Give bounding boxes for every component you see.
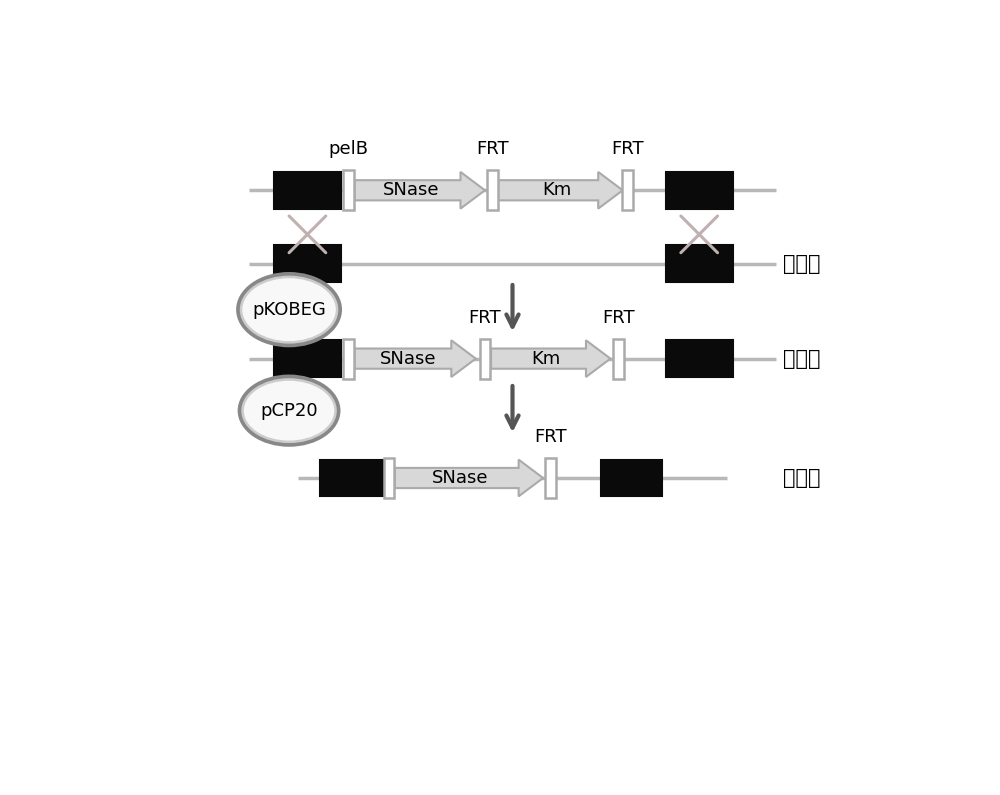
Text: Km: Km bbox=[532, 350, 561, 367]
Text: SNase: SNase bbox=[383, 181, 440, 200]
Text: FRT: FRT bbox=[602, 308, 635, 327]
Text: SNase: SNase bbox=[380, 350, 437, 367]
Text: pKOBEG: pKOBEG bbox=[252, 301, 326, 319]
Ellipse shape bbox=[241, 378, 337, 443]
Bar bbox=[343, 339, 354, 378]
Bar bbox=[666, 340, 733, 377]
Ellipse shape bbox=[236, 272, 342, 347]
Bar bbox=[274, 172, 341, 208]
Polygon shape bbox=[355, 172, 485, 208]
Bar bbox=[480, 339, 490, 378]
Bar bbox=[601, 460, 662, 496]
Ellipse shape bbox=[242, 277, 337, 342]
Polygon shape bbox=[498, 172, 623, 208]
Polygon shape bbox=[395, 460, 543, 496]
Bar bbox=[666, 172, 733, 208]
Text: 染色体: 染色体 bbox=[783, 349, 821, 369]
Bar bbox=[320, 460, 387, 496]
Text: pelB: pelB bbox=[328, 141, 368, 158]
Ellipse shape bbox=[243, 380, 335, 441]
Bar bbox=[613, 339, 624, 378]
Text: FRT: FRT bbox=[534, 429, 567, 446]
Text: SNase: SNase bbox=[432, 469, 489, 487]
Bar bbox=[274, 246, 341, 282]
Text: FRT: FRT bbox=[469, 308, 501, 327]
Ellipse shape bbox=[240, 276, 338, 343]
Bar bbox=[384, 458, 394, 498]
Text: Km: Km bbox=[542, 181, 571, 200]
Polygon shape bbox=[491, 340, 610, 377]
Ellipse shape bbox=[238, 374, 340, 447]
Text: 染色体: 染色体 bbox=[783, 468, 821, 488]
Bar bbox=[274, 340, 341, 377]
Text: FRT: FRT bbox=[476, 141, 509, 158]
Text: FRT: FRT bbox=[611, 141, 644, 158]
Bar bbox=[487, 170, 498, 210]
Bar bbox=[545, 458, 556, 498]
Text: 染色体: 染色体 bbox=[783, 254, 821, 273]
Text: pCP20: pCP20 bbox=[260, 401, 318, 420]
Polygon shape bbox=[355, 340, 476, 377]
Bar bbox=[343, 170, 354, 210]
Bar bbox=[622, 170, 633, 210]
Bar bbox=[666, 246, 733, 282]
